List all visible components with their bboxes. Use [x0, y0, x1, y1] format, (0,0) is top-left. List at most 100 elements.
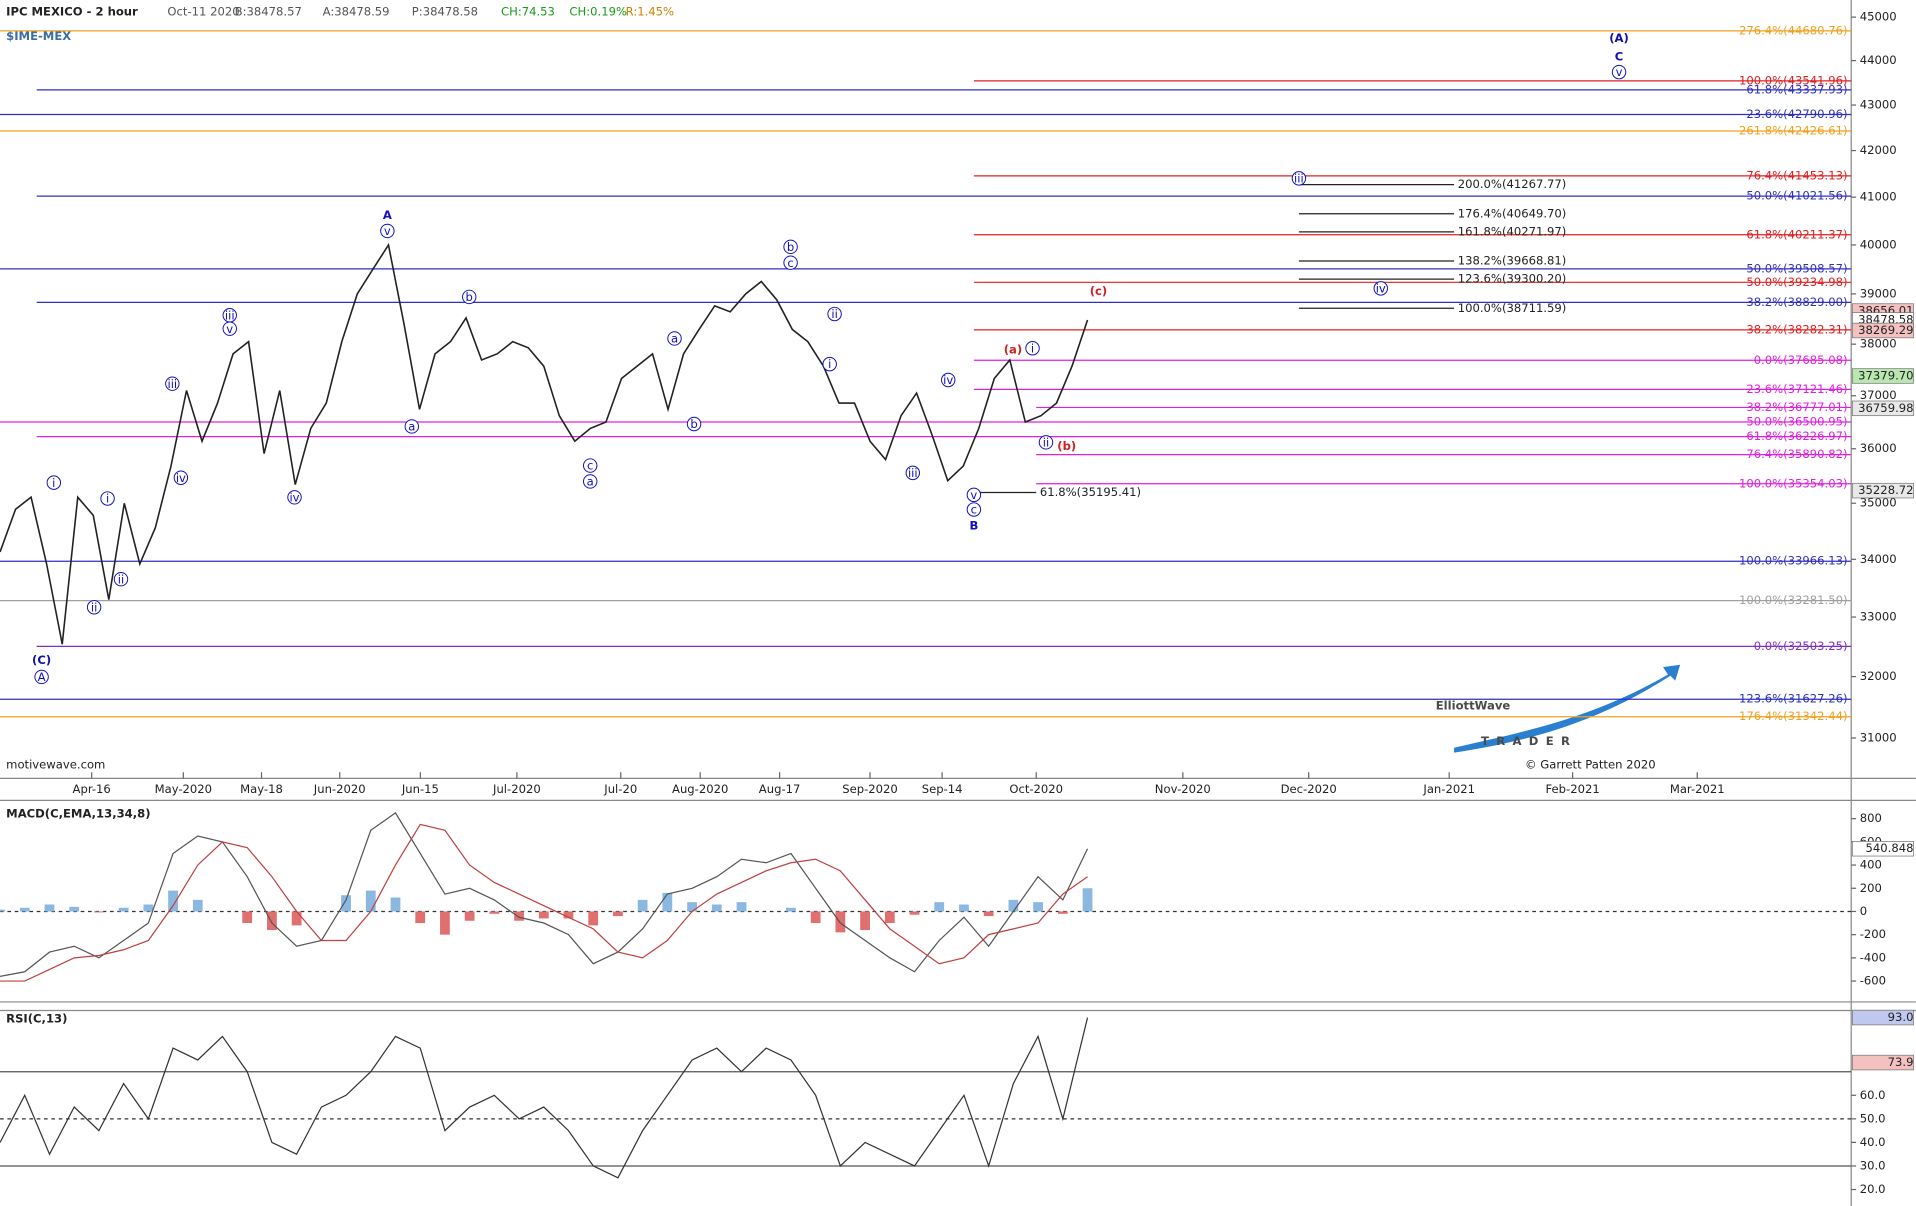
price-tag [1852, 322, 1914, 339]
fib-label: 100.0%(38711.59) [1458, 301, 1567, 315]
source: motivewave.com [6, 757, 105, 771]
x-tick-label: Jan-2021 [1422, 782, 1475, 796]
price-tag-label: 36759.98 [1858, 401, 1913, 415]
fib-label: 200.0%(41267.77) [1458, 177, 1567, 191]
wave-circle [462, 289, 477, 305]
wave-circle [783, 255, 798, 270]
fib-label: 161.8%(40271.97) [1458, 224, 1567, 238]
y-tick-label: 38000 [1860, 337, 1897, 351]
wave-circle [1025, 341, 1040, 356]
wave-label: iii [908, 466, 918, 480]
histogram-bar [514, 911, 524, 921]
y-tick-label: -200 [1860, 927, 1886, 941]
histogram-bar [637, 899, 648, 912]
fib-label: 61.8%(35195.41) [1040, 485, 1141, 499]
price-tag [1852, 368, 1914, 384]
wave-label: i [52, 476, 55, 490]
histogram-bar [884, 911, 895, 924]
price-tag [1852, 1054, 1914, 1071]
y-tick-label: 40.0 [1860, 1135, 1886, 1149]
wave-circle [404, 419, 420, 434]
histogram-bar [711, 904, 722, 912]
histogram-bar [242, 911, 253, 924]
wave-label: i [828, 357, 831, 371]
histogram-bar [860, 911, 870, 931]
wave-label: iv [176, 471, 186, 485]
fib-label: 50.0%(41021.56) [1746, 189, 1847, 203]
wave-label: v [226, 322, 233, 336]
wave-circle [1611, 64, 1627, 80]
wave-circle [34, 669, 49, 685]
x-tick-label: Oct-2020 [1009, 782, 1063, 796]
wave-circle [1373, 281, 1388, 296]
wave-label: C [1615, 49, 1624, 63]
wave-label: ii [118, 572, 124, 586]
histogram-bar [662, 892, 673, 912]
x-tick-label: Jun-2020 [313, 782, 366, 796]
fib-label: 0.0%(37685.08) [1754, 353, 1848, 367]
price-tag-label: 93.0 [1888, 1010, 1914, 1024]
fib-label: 61.8%(43337.93) [1746, 82, 1847, 96]
wave-label: i [106, 492, 109, 506]
histogram-bar [835, 911, 846, 933]
quote-field: R:1.45% [626, 5, 674, 19]
wave-circle [173, 470, 189, 485]
y-tick-label: 35000 [1860, 496, 1897, 510]
wave-label: iii [167, 377, 177, 391]
y-tick-label: 39000 [1860, 286, 1897, 300]
wave-label: a [587, 475, 594, 489]
wave-circle [86, 600, 102, 615]
y-tick-label: 33000 [1860, 610, 1897, 624]
wave-circle [100, 491, 115, 506]
wave-label: c [587, 459, 593, 473]
wave-circle [113, 571, 129, 587]
wave-label: iv [289, 490, 299, 504]
price-tag [1852, 841, 1914, 857]
histogram-bar [934, 902, 945, 912]
histogram-bar [736, 902, 747, 912]
wave-circle [966, 487, 982, 503]
fib-label: 100.0%(43541.96) [1739, 73, 1848, 87]
histogram-bar [1033, 902, 1043, 912]
histogram-bar [0, 909, 5, 912]
wave-label: iii [1294, 172, 1304, 186]
histogram-bar [19, 907, 30, 912]
x-tick-label: Aug-2020 [672, 782, 728, 796]
wave-label: A [38, 670, 46, 684]
histogram-bar [69, 906, 80, 912]
fib-label: 176.4%(40649.70) [1458, 206, 1567, 220]
wave-circle [686, 416, 702, 432]
y-tick-label: -600 [1860, 974, 1886, 988]
x-tick-label: Jul-20 [603, 782, 637, 796]
x-tick-label: Aug-17 [759, 782, 801, 796]
y-tick-label: 36000 [1860, 441, 1897, 455]
histogram-bar [588, 911, 599, 926]
y-tick-label: 37000 [1860, 388, 1897, 402]
fib-label: 176.4%(31342.44) [1739, 709, 1848, 723]
histogram-bar [440, 911, 450, 935]
price-tag-label: 540.848 [1866, 841, 1914, 855]
wave-label: c [971, 503, 977, 517]
wave-label: a [671, 332, 678, 346]
histogram-bar [1082, 888, 1093, 912]
fib-label: 61.8%(40211.37) [1746, 227, 1847, 241]
wave-label: b [466, 290, 473, 304]
symbol: $IME-MEX [6, 29, 71, 43]
histogram-bar [44, 904, 55, 912]
y-tick-label: 800 [1860, 811, 1882, 825]
wave-circle [287, 490, 302, 505]
fib-label: 38.2%(38282.31) [1746, 322, 1847, 336]
histogram-bar [613, 911, 623, 917]
wave-circle [966, 502, 982, 517]
fib-label: 276.4%(44680.76) [1739, 23, 1848, 37]
fib-label: 123.6%(39300.20) [1458, 272, 1567, 286]
histogram-bar [365, 890, 376, 912]
histogram-bar [959, 904, 969, 912]
logo-swoosh [1454, 664, 1681, 753]
histogram-bar [168, 890, 178, 912]
x-tick-label: Mar-2021 [1670, 782, 1725, 796]
wave-label: a [408, 420, 415, 434]
fib-label: 38.2%(36777.01) [1746, 400, 1847, 414]
